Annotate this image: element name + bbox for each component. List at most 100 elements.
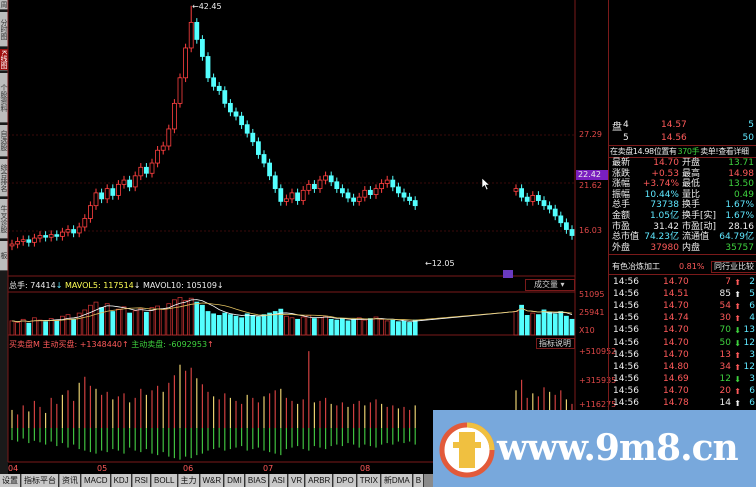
candle-body xyxy=(244,124,250,134)
tab-vr[interactable]: VR xyxy=(288,474,306,487)
sidebar-tab[interactable]: 分时图 xyxy=(0,12,8,47)
ask-level: 4 xyxy=(623,120,629,130)
candle xyxy=(569,225,575,240)
candle xyxy=(334,177,340,193)
indicator-dropdown[interactable]: 成交量 ▾ xyxy=(525,279,575,291)
tick-price: 14.80 xyxy=(663,361,689,372)
stat-value: 10.44% xyxy=(644,189,679,200)
candle xyxy=(171,99,177,134)
candle-body xyxy=(328,175,334,183)
sidebar-tab[interactable]: K线图 xyxy=(0,49,8,71)
up-arrow-icon: ⬆ xyxy=(734,314,741,324)
candle xyxy=(541,196,547,210)
tab-新dma[interactable]: 新DMA xyxy=(381,474,413,487)
candle-body xyxy=(345,192,351,199)
tick-time: 14:56 xyxy=(613,277,639,287)
candle xyxy=(188,5,194,53)
up-arrow-icon: ⬆ xyxy=(734,362,741,372)
tab-macd[interactable]: MACD xyxy=(82,474,111,487)
candle-body xyxy=(149,162,155,174)
stat-label: 涨跌 xyxy=(612,168,631,179)
volume-bar xyxy=(367,318,373,336)
tick-count: 12 xyxy=(743,337,755,348)
volume-bar xyxy=(311,318,317,336)
candle xyxy=(127,175,132,192)
candle xyxy=(564,218,569,234)
tick-volume: 7 xyxy=(725,277,731,287)
candle xyxy=(300,186,306,205)
volume-bar xyxy=(71,318,76,336)
ask-price: 14.56 xyxy=(661,133,687,143)
tab-boll[interactable]: BOLL xyxy=(152,474,178,487)
candle xyxy=(15,237,21,249)
candle-body xyxy=(300,189,306,201)
high-price-value: 42.45 xyxy=(198,2,222,11)
candle xyxy=(233,107,239,121)
tick-row: 14:56 14.70 20 ⬆ 6 xyxy=(611,386,756,397)
active-buy: 主动买盘: +1348440 xyxy=(42,340,123,349)
tab-bias[interactable]: BIAS xyxy=(245,474,270,487)
tab-资讯[interactable]: 资讯 xyxy=(60,474,81,487)
tab-trix[interactable]: TRIX xyxy=(357,474,381,487)
volume-bar xyxy=(289,317,295,336)
candle xyxy=(306,180,312,195)
tab-w&r[interactable]: W&R xyxy=(200,474,225,487)
ask-price: 14.57 xyxy=(661,120,687,130)
tab-kdj[interactable]: KDJ xyxy=(111,474,132,487)
candle xyxy=(339,184,345,198)
sidebar-tab[interactable]: 综合排名 xyxy=(0,159,8,197)
tab-b[interactable]: B xyxy=(413,474,425,487)
industry-compare-button[interactable]: 同行业比较 xyxy=(711,261,756,273)
sidebar-tab[interactable]: 牛叉诊股 xyxy=(0,199,8,239)
candle-body xyxy=(121,179,127,185)
tab-主力[interactable]: 主力 xyxy=(178,474,200,487)
down-arrow-icon: ↓ xyxy=(55,281,63,290)
volume-bar xyxy=(513,311,519,336)
tab-asi[interactable]: ASI xyxy=(270,474,288,487)
tab-dpo[interactable]: DPO xyxy=(334,474,357,487)
industry-change: 0.81% xyxy=(679,262,705,271)
sidebar-tab[interactable]: 个股资料 xyxy=(0,73,8,123)
indicator-help-button[interactable]: 指标说明 xyxy=(536,338,575,349)
candle xyxy=(283,194,289,206)
high-price-label: ←42.45 xyxy=(192,2,222,11)
volume-bar xyxy=(110,311,116,336)
tab-设置[interactable]: 设置 xyxy=(0,474,21,487)
candle-body xyxy=(323,175,329,181)
candle-body xyxy=(390,179,396,188)
stat-label: 外盘 xyxy=(612,242,631,253)
stat-label: 换手[实] xyxy=(682,211,717,221)
stat-row: 市盈 31.42 市盈[动] 28.16 xyxy=(611,222,756,233)
candle-body xyxy=(20,239,26,242)
candle-body xyxy=(513,188,519,192)
view-detail-link[interactable]: 查看详细 xyxy=(718,147,749,156)
volume-bar xyxy=(76,312,82,336)
marker-icon[interactable] xyxy=(503,270,513,278)
tab-arbr[interactable]: ARBR xyxy=(306,474,334,487)
industry-row: 有色冶炼加工 0.81% 同行业比较 xyxy=(611,261,756,273)
tab-dmi[interactable]: DMI xyxy=(225,474,245,487)
volume-bar xyxy=(20,318,26,336)
sidebar-tab[interactable]: 自选股 xyxy=(0,125,8,157)
stat-label: 市盈 xyxy=(612,221,631,232)
volume-bar xyxy=(104,303,110,336)
big-order-notice[interactable]: 在卖盘14.98位置有370手卖单!查看详细 xyxy=(610,146,756,157)
time-axis-label: 05 xyxy=(97,464,108,473)
stat-value: 31.42 xyxy=(653,221,679,232)
ask-row[interactable]: 4 14.57 5 xyxy=(611,120,756,131)
ask-row[interactable]: 5 14.56 50 xyxy=(611,133,756,144)
tab-指标平台[interactable]: 指标平台 xyxy=(22,474,59,487)
sidebar-tab[interactable]: 周期 xyxy=(0,0,8,10)
down-arrow-icon: ⬇ xyxy=(734,326,741,336)
candle xyxy=(524,192,530,206)
tab-rsi[interactable]: RSI xyxy=(132,474,152,487)
stat-label: 开盘 xyxy=(682,158,701,168)
candle-body xyxy=(255,141,261,155)
candle xyxy=(379,179,385,193)
tick-price: 14.70 xyxy=(663,277,689,287)
candle xyxy=(76,222,82,238)
mavol10: MAVOL10: 105109 xyxy=(143,281,217,290)
notice-text: 在卖盘14.98位置有 xyxy=(610,147,677,156)
time-axis-label: 06 xyxy=(183,464,194,473)
sidebar-tab[interactable]: 板 xyxy=(0,241,8,271)
